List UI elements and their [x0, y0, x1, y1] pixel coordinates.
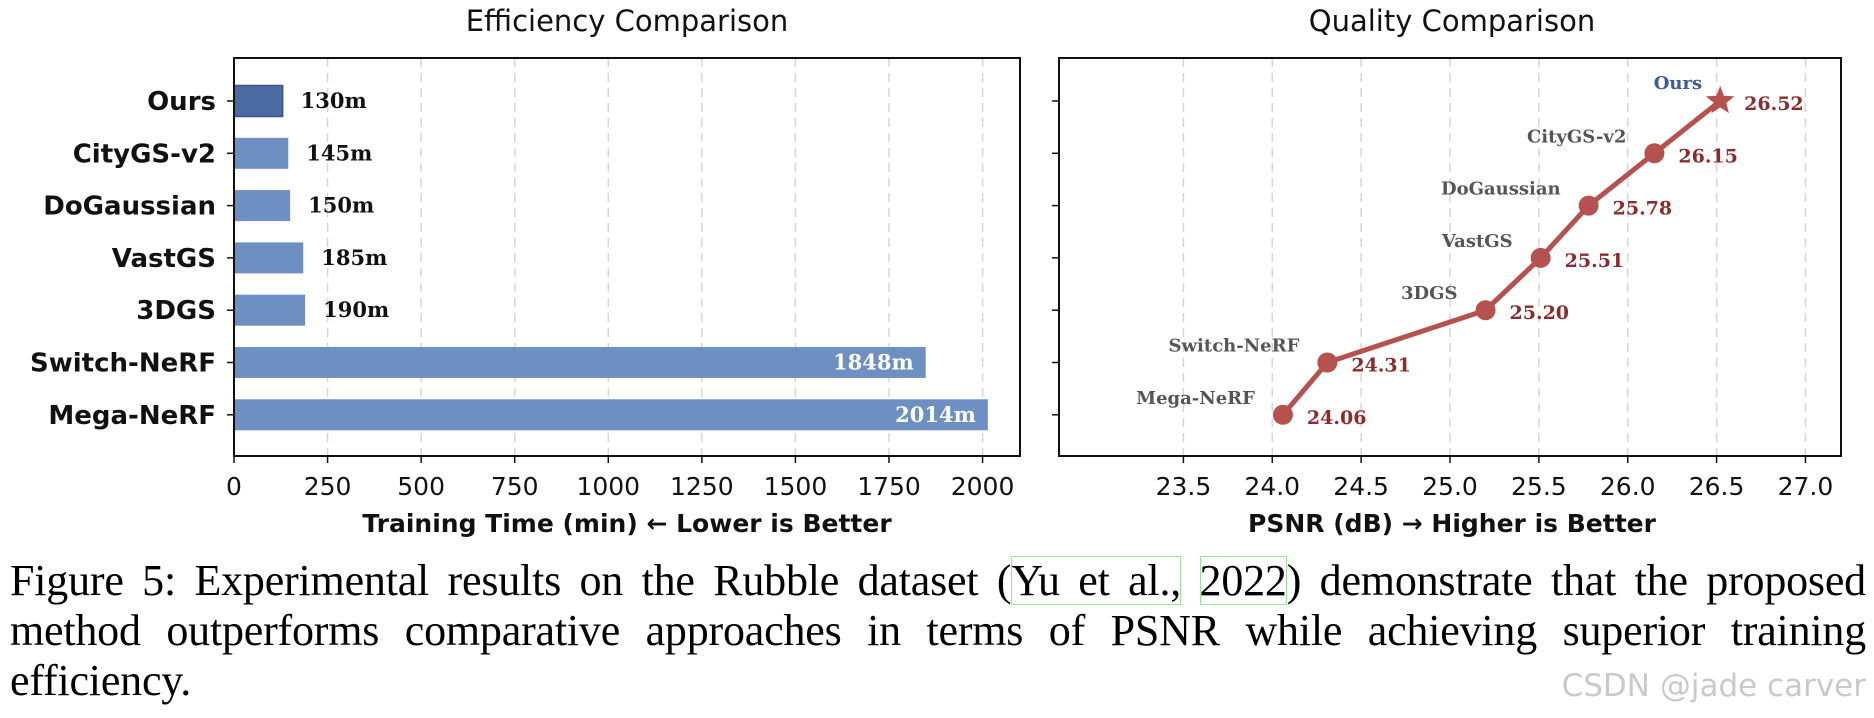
- citation-year-link[interactable]: 2022: [1199, 556, 1287, 605]
- quality-points: [1272, 86, 1735, 425]
- efficiency-plot-frame: [233, 57, 1021, 457]
- efficiency-gridlines: [233, 58, 984, 456]
- method-label-citygs-v2: CityGS-v2: [1527, 126, 1626, 147]
- quality-x-tick-label: 24.5: [1333, 472, 1389, 501]
- quality-x-tick-label: 24.0: [1244, 472, 1300, 501]
- bar-vastgs: [234, 242, 304, 274]
- efficiency-x-tick-label: 0: [226, 472, 242, 501]
- quality-x-tick-label: 26.0: [1600, 472, 1656, 501]
- efficiency-x-tick-label: 1250: [670, 472, 734, 501]
- efficiency-chart: Efficiency Comparison Ours CityGS-v2 DoGau…: [30, 4, 1021, 538]
- efficiency-x-tick-label: 750: [491, 472, 539, 501]
- value-label-ours: 26.52: [1744, 93, 1804, 115]
- value-label-vastgs: 25.51: [1565, 250, 1625, 272]
- efficiency-chart-title: Efficiency Comparison: [466, 4, 789, 38]
- quality-chart-title: Quality Comparison: [1309, 4, 1595, 38]
- point-citygs-v2: [1644, 143, 1665, 164]
- efficiency-category-labels: Ours CityGS-v2 DoGaussian VastGS 3DGS Switch-…: [30, 87, 234, 431]
- value-label-mega-nerf: 2014m: [895, 402, 976, 427]
- value-label-3dgs: 25.20: [1510, 302, 1570, 324]
- bar-switch-nerf: [234, 347, 926, 378]
- method-label-ours: Ours: [1654, 73, 1702, 94]
- category-label-citygs-v2: CityGS-v2: [73, 139, 216, 169]
- category-label-ours: Ours: [147, 87, 216, 117]
- quality-x-axis-label: PSNR (dB) → Higher is Better: [1248, 509, 1657, 538]
- bar-ours: [233, 84, 284, 118]
- quality-x-tick-label: 25.0: [1422, 472, 1478, 501]
- efficiency-x-axis-label: Training Time (min) ← Lower is Better: [362, 509, 892, 538]
- watermark: CSDN @jade carver: [1561, 668, 1866, 704]
- bar-citygs-v2: [234, 137, 289, 169]
- figure-caption: Figure 5: Experimental results on the Ru…: [10, 556, 1866, 706]
- value-label-dogaussian: 150m: [308, 193, 374, 218]
- caption-suffix: ) demonstrate that the proposed method o…: [10, 556, 1866, 705]
- bar-3dgs: [234, 294, 306, 326]
- category-label-vastgs: VastGS: [112, 244, 216, 274]
- value-label-citygs-v2: 145m: [306, 140, 372, 165]
- quality-method-labels: Mega-NeRF Switch-NeRF 3DGS VastGS DoGaussian…: [1136, 73, 1702, 409]
- bar-dogaussian: [234, 190, 291, 222]
- value-label-3dgs: 190m: [323, 297, 389, 322]
- point-dogaussian: [1578, 195, 1599, 216]
- quality-y-ticks: [1052, 100, 1059, 416]
- quality-x-tick-label: 23.5: [1156, 472, 1212, 501]
- caption-prefix: Figure 5: Experimental results on the Ru…: [10, 556, 1012, 605]
- citation-author-link[interactable]: Yu et al.,: [1011, 556, 1182, 605]
- value-label-switch-nerf: 1848m: [833, 350, 914, 375]
- point-3dgs: [1475, 300, 1496, 321]
- value-label-dogaussian: 25.78: [1613, 198, 1673, 220]
- value-label-citygs-v2: 26.15: [1678, 145, 1738, 167]
- method-label-mega-nerf: Mega-NeRF: [1136, 388, 1255, 409]
- category-label-mega-nerf: Mega-NeRF: [48, 401, 216, 431]
- category-label-3dgs: 3DGS: [136, 296, 216, 326]
- quality-value-labels: 24.06 24.31 25.20 25.51 25.78 26.15 26.52: [1307, 93, 1804, 429]
- value-label-mega-nerf: 24.06: [1307, 407, 1367, 429]
- quality-chart: Quality Comparison Mega-NeRF Switch-NeRF 3…: [1052, 4, 1842, 538]
- efficiency-x-tick-label: 250: [304, 472, 352, 501]
- efficiency-x-tick-label: 1500: [764, 472, 828, 501]
- efficiency-x-ticks: 0 250 500 750 1000 1250 1500 1750 2000: [226, 456, 1014, 501]
- method-label-dogaussian: DoGaussian: [1441, 179, 1561, 200]
- point-switch-nerf: [1317, 352, 1338, 373]
- efficiency-bars: [233, 84, 988, 431]
- efficiency-value-labels: 130m 145m 150m 185m 190m 1848m 2014m: [301, 88, 976, 427]
- quality-x-tick-label: 27.0: [1778, 472, 1834, 501]
- value-label-vastgs: 185m: [321, 245, 387, 270]
- quality-x-tick-label: 25.5: [1511, 472, 1567, 501]
- value-label-switch-nerf: 24.31: [1351, 355, 1411, 377]
- method-label-vastgs: VastGS: [1441, 231, 1513, 252]
- figure: Efficiency Comparison Ours CityGS-v2 DoGau…: [30, 4, 1842, 538]
- efficiency-x-tick-label: 2000: [951, 472, 1015, 501]
- method-label-3dgs: 3DGS: [1401, 283, 1458, 304]
- quality-gridlines: [1182, 58, 1807, 456]
- value-label-ours: 130m: [301, 88, 367, 113]
- quality-x-ticks: 23.5 24.0 24.5 25.0 25.5 26.0 26.5 27.0: [1156, 456, 1834, 501]
- category-label-dogaussian: DoGaussian: [43, 192, 216, 222]
- point-mega-nerf: [1272, 404, 1293, 425]
- category-label-switch-nerf: Switch-NeRF: [30, 349, 216, 379]
- efficiency-x-tick-label: 1000: [576, 472, 640, 501]
- efficiency-x-tick-label: 500: [397, 472, 445, 501]
- point-vastgs: [1530, 247, 1551, 268]
- efficiency-x-tick-label: 1750: [857, 472, 921, 501]
- quality-plot-frame: [1058, 57, 1842, 457]
- method-label-switch-nerf: Switch-NeRF: [1169, 336, 1300, 357]
- point-ours-star: [1705, 86, 1735, 114]
- bar-mega-nerf: [234, 399, 988, 431]
- quality-x-tick-label: 26.5: [1689, 472, 1745, 501]
